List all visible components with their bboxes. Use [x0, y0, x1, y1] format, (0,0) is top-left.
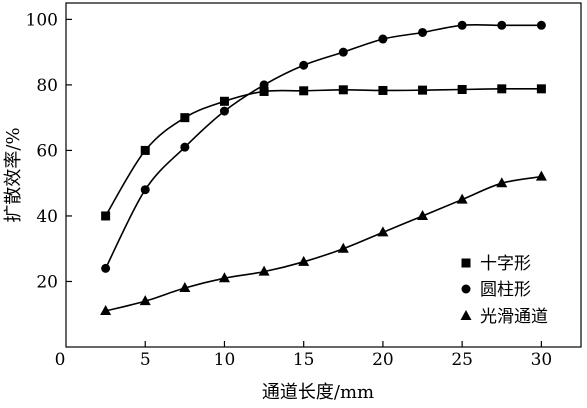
data-point: [139, 295, 151, 306]
legend-label: 十字形: [480, 254, 531, 274]
data-point: [179, 282, 191, 293]
legend-item: 圆柱形: [461, 280, 531, 300]
data-point: [536, 20, 546, 30]
y-axis-label: 扩散效率/%: [3, 127, 24, 222]
series-square: [101, 84, 546, 221]
data-point: [219, 96, 229, 106]
data-point: [417, 209, 429, 220]
y-tick-label: 60: [36, 141, 58, 161]
data-point: [337, 242, 349, 253]
y-tick-label: 80: [36, 76, 58, 96]
data-point: [219, 106, 229, 116]
data-point: [258, 265, 270, 276]
data-point: [140, 145, 150, 155]
data-point: [338, 85, 348, 95]
series-triangle: [100, 170, 547, 315]
x-axis-label: 通道长度/mm: [262, 382, 374, 403]
data-point: [259, 86, 269, 96]
data-point: [100, 304, 112, 315]
legend-marker-circle-icon: [461, 284, 471, 294]
data-point: [457, 20, 467, 30]
x-tick-label: 5: [140, 350, 151, 370]
y-tick-label: 20: [36, 272, 58, 292]
data-point: [535, 170, 547, 181]
plot-frame: [65, 2, 582, 348]
legend-label: 圆柱形: [480, 280, 531, 300]
data-point: [418, 85, 428, 95]
data-point: [457, 84, 467, 94]
data-point: [140, 185, 150, 195]
data-point: [497, 84, 507, 94]
legend-label: 光滑通道: [480, 307, 548, 327]
x-tick-label: 20: [372, 350, 394, 370]
data-point: [299, 86, 309, 96]
data-point: [180, 113, 190, 123]
data-point: [299, 60, 309, 70]
series-line: [104, 87, 542, 217]
x-tick-label: 10: [214, 350, 236, 370]
series-line: [105, 175, 542, 312]
data-point: [218, 272, 230, 283]
legend-item: 十字形: [461, 254, 531, 274]
data-point: [378, 34, 388, 44]
series-line: [104, 23, 542, 269]
data-point: [418, 27, 428, 37]
series-layer: [100, 20, 547, 315]
data-point: [378, 85, 388, 95]
x-tick-label: 30: [531, 350, 553, 370]
legend-marker-square-icon: [461, 258, 471, 268]
data-point: [101, 211, 111, 221]
data-point: [536, 84, 546, 94]
y-tick-label: 40: [36, 207, 58, 227]
data-point: [259, 80, 269, 90]
data-point: [377, 226, 389, 237]
data-point: [101, 263, 111, 273]
data-point: [298, 255, 310, 266]
axis-ticks: 0 5 10 15 20 25 30 20 40 60 80 100: [26, 10, 553, 370]
y-tick-label: 100: [26, 10, 58, 30]
x-tick-label: 25: [451, 350, 473, 370]
data-point: [497, 20, 507, 30]
legend-item: 光滑通道: [460, 307, 548, 327]
legend-marker-triangle-icon: [460, 310, 472, 320]
series-circle: [101, 20, 546, 273]
x-tick-label: 0: [55, 350, 66, 370]
data-point: [180, 142, 190, 152]
x-tick-label: 15: [293, 350, 315, 370]
data-point: [496, 177, 508, 188]
data-point: [456, 193, 468, 204]
data-point: [338, 47, 348, 57]
